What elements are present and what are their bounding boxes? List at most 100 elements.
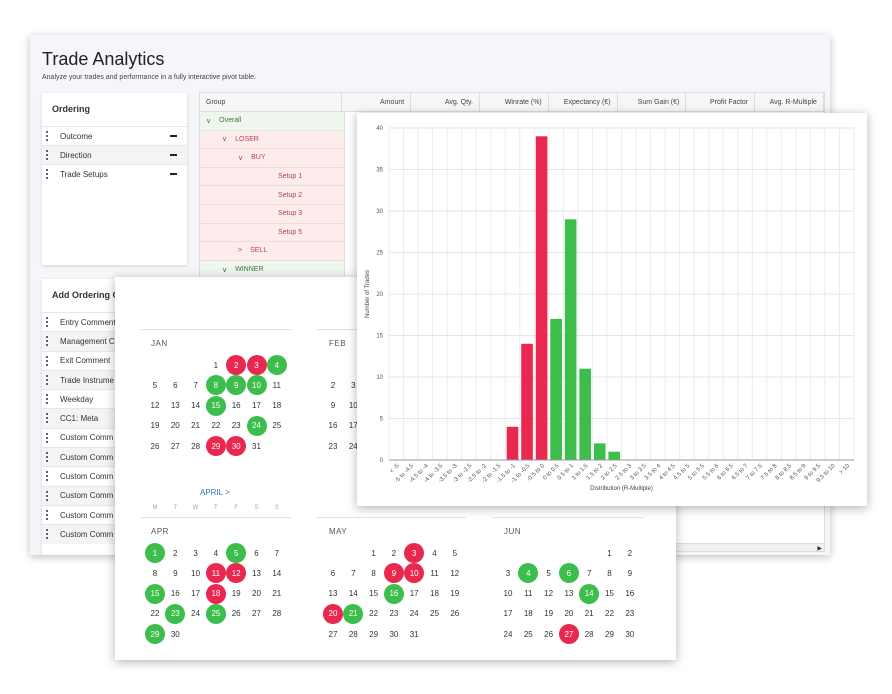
calendar-day[interactable]: 22 [211, 421, 221, 431]
drag-handle-icon[interactable] [46, 432, 48, 443]
calendar-day[interactable]: 1 [607, 548, 612, 558]
column-header[interactable]: Sum Gain (€) [618, 93, 687, 111]
calendar-day[interactable]: 17 [503, 609, 513, 619]
pivot-row[interactable]: Setup 1 [200, 167, 345, 187]
pivot-row[interactable]: Setup 5 [200, 223, 345, 243]
calendar-day[interactable]: 15 [605, 589, 614, 599]
calendar-day[interactable]: 13 [564, 589, 574, 599]
calendar-day[interactable]: 23 [231, 421, 241, 431]
calendar-day[interactable]: 24 [503, 629, 513, 639]
calendar-day[interactable]: 27 [328, 629, 338, 639]
calendar-day[interactable]: 14 [272, 568, 282, 578]
calendar-day[interactable]: 15 [205, 395, 226, 416]
calendar-day[interactable]: 22 [369, 609, 379, 619]
calendar-day[interactable]: 16 [231, 401, 241, 411]
calendar-day[interactable]: 27 [252, 609, 261, 619]
calendar-day[interactable]: 14 [191, 401, 201, 411]
column-header[interactable]: Group [200, 93, 343, 111]
calendar-day[interactable]: 15 [145, 583, 165, 604]
calendar-day[interactable]: 28 [272, 609, 282, 619]
calendar-day[interactable]: 12 [226, 563, 247, 584]
calendar-day[interactable]: 28 [584, 629, 594, 639]
drag-handle-icon[interactable] [46, 529, 48, 540]
calendar-day[interactable]: 21 [272, 589, 282, 599]
chevron-right-icon[interactable]: > [238, 247, 243, 255]
calendar-day[interactable]: 16 [383, 583, 404, 604]
calendar-day[interactable]: 21 [584, 609, 594, 619]
chevron-down-icon[interactable]: ∨ [222, 266, 228, 274]
column-header[interactable]: Avg. R-Multiple [755, 93, 824, 111]
column-header[interactable]: Amount [342, 93, 412, 111]
calendar-day[interactable]: 17 [191, 589, 201, 599]
bar[interactable] [579, 368, 591, 460]
calendar-day[interactable]: 18 [205, 583, 226, 604]
calendar-day[interactable]: 22 [150, 609, 160, 619]
chevron-down-icon[interactable]: ∨ [238, 154, 244, 162]
calendar-day[interactable]: 23 [328, 441, 338, 451]
calendar-day[interactable]: 8 [205, 375, 226, 396]
calendar-day[interactable]: 19 [150, 421, 160, 431]
calendar-day[interactable]: 9 [383, 563, 404, 584]
calendar-day[interactable]: 20 [323, 603, 343, 624]
calendar-day[interactable]: 28 [348, 629, 358, 639]
month-nav[interactable]: APRIL > [200, 488, 230, 497]
calendar-day[interactable]: 31 [409, 629, 419, 639]
pivot-row[interactable]: Setup 2 [200, 186, 345, 205]
calendar-day[interactable]: 6 [330, 568, 336, 578]
drag-handle-icon[interactable] [46, 452, 48, 463]
calendar-day[interactable]: 5 [452, 548, 458, 558]
calendar-day[interactable]: 7 [274, 548, 280, 558]
calendar-day[interactable]: 29 [205, 436, 226, 457]
calendar-day[interactable]: 4 [518, 563, 539, 584]
calendar-day[interactable]: 4 [266, 355, 287, 375]
calendar-day[interactable]: 7 [351, 568, 356, 578]
calendar-day[interactable]: 9 [330, 401, 336, 411]
calendar-day[interactable]: 13 [170, 401, 180, 411]
calendar-day[interactable]: 31 [252, 441, 261, 451]
calendar-day[interactable]: 3 [193, 548, 198, 558]
calendar-day[interactable]: 2 [226, 355, 247, 375]
bar[interactable] [521, 343, 533, 460]
calendar-day[interactable]: 20 [252, 589, 261, 599]
calendar-day[interactable]: 30 [625, 629, 635, 639]
pivot-row[interactable]: ∨ Overall [200, 112, 345, 131]
calendar-day[interactable]: 19 [450, 589, 460, 599]
calendar-day[interactable]: 7 [193, 380, 198, 390]
calendar-day[interactable]: 13 [252, 568, 261, 578]
scroll-right-icon[interactable]: ▶ [817, 546, 822, 552]
bar[interactable] [608, 451, 621, 460]
drag-handle-icon[interactable] [46, 490, 48, 501]
pivot-row[interactable]: ∨ BUY [200, 149, 345, 168]
calendar-day[interactable]: 24 [191, 609, 201, 619]
calendar-day[interactable]: 29 [145, 624, 165, 645]
calendar-day[interactable]: 17 [252, 401, 261, 411]
calendar-day[interactable]: 8 [371, 568, 376, 578]
ordering-item[interactable]: Custom Comm [42, 466, 187, 485]
calendar-day[interactable]: 4 [432, 548, 437, 558]
calendar-day[interactable]: 5 [226, 543, 247, 563]
calendar-day[interactable]: 8 [152, 568, 158, 578]
remove-icon[interactable] [170, 154, 177, 156]
calendar-day[interactable]: 17 [348, 421, 358, 431]
calendar-day[interactable]: 3 [505, 568, 511, 578]
calendar-day[interactable]: 18 [272, 401, 282, 411]
calendar-day[interactable]: 16 [625, 589, 635, 599]
calendar-day[interactable]: 12 [544, 589, 554, 599]
calendar-day[interactable]: 5 [152, 380, 158, 390]
calendar-day[interactable]: 30 [226, 436, 247, 457]
ordering-item[interactable]: Custom Comm [42, 427, 187, 447]
calendar-day[interactable]: 18 [523, 609, 533, 619]
calendar-day[interactable]: 11 [524, 589, 533, 599]
drag-handle-icon[interactable] [46, 413, 48, 424]
calendar-day[interactable]: 16 [328, 421, 338, 431]
calendar-day[interactable]: 1 [371, 548, 376, 558]
calendar-day[interactable]: 15 [369, 589, 379, 599]
calendar-day[interactable]: 1 [213, 360, 219, 370]
calendar-day[interactable]: 10 [404, 563, 425, 584]
drag-handle-icon[interactable] [46, 131, 48, 141]
drag-handle-icon[interactable] [46, 374, 48, 385]
chevron-down-icon[interactable]: ∨ [206, 117, 212, 125]
ordering-item[interactable]: Entry Comment [42, 312, 187, 331]
calendar-day[interactable]: 10 [503, 589, 513, 599]
calendar-day[interactable]: 10 [348, 401, 358, 411]
